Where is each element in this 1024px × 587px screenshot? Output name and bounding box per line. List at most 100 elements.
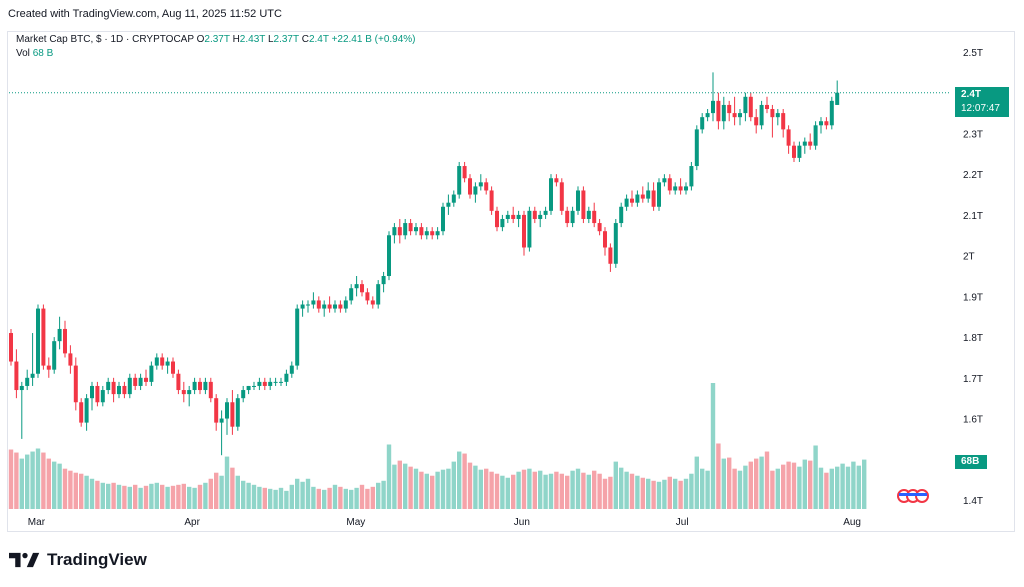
candle	[111, 377, 116, 403]
candle-body	[392, 227, 397, 236]
volume-bar	[392, 464, 397, 509]
candle-body	[381, 276, 386, 285]
candle-body	[802, 141, 807, 146]
candle-body	[176, 373, 181, 391]
candle-body	[25, 377, 30, 386]
candle-body	[127, 377, 132, 395]
volume-bar	[160, 484, 165, 509]
candle-body	[532, 210, 537, 219]
volume-bar	[149, 483, 154, 509]
candle	[797, 141, 802, 162]
candle	[549, 174, 553, 215]
candle-body	[441, 206, 445, 232]
candle-body	[603, 231, 607, 248]
candle-body	[376, 284, 381, 305]
low-label: L	[267, 34, 274, 45]
candle	[559, 178, 564, 215]
candle	[160, 353, 165, 370]
candle	[316, 296, 321, 313]
volume-bar	[133, 484, 138, 509]
chart-legend: Market Cap BTC, $ · 1D · CRYPTOCAP O2.37…	[16, 33, 416, 47]
volume-bar	[154, 482, 159, 509]
symbol-title[interactable]: Market Cap BTC, $ · 1D · CRYPTOCAP	[16, 34, 194, 45]
candle	[9, 328, 13, 366]
price-tick-label: 2.2T	[963, 170, 983, 181]
volume-bar	[73, 472, 78, 509]
candle	[516, 210, 521, 228]
candle	[57, 316, 62, 350]
volume-bar	[700, 468, 705, 509]
tradingview-footer[interactable]: TradingView	[9, 550, 147, 570]
candle-body	[624, 198, 629, 207]
candle	[597, 218, 602, 236]
volume-bar	[694, 456, 699, 509]
candle	[138, 373, 143, 391]
volume-bar	[430, 475, 435, 509]
volume-bar	[845, 466, 851, 509]
volume-bar	[716, 443, 721, 509]
candle	[678, 178, 683, 195]
candle-body	[122, 385, 127, 395]
candle-body	[489, 190, 494, 211]
candle	[554, 174, 559, 187]
volume-bar	[203, 482, 208, 509]
price-tick-label: 2.5T	[963, 48, 983, 59]
candle	[754, 109, 759, 134]
candle	[770, 104, 775, 138]
volume-bar	[527, 468, 532, 509]
volume-bar	[338, 486, 343, 509]
volume-bar	[538, 470, 543, 509]
candle	[46, 357, 51, 378]
candle-body	[154, 357, 159, 366]
volume-bar	[25, 454, 30, 509]
chart-frame	[7, 31, 1015, 532]
candle	[613, 218, 618, 268]
volume-bar	[673, 478, 678, 509]
low-value: 2.37T	[273, 34, 299, 45]
candle-body	[662, 178, 667, 183]
candle-body	[576, 190, 580, 211]
candle-body	[338, 304, 343, 309]
candle-body	[473, 186, 478, 195]
candle-body	[387, 235, 391, 276]
time-tick-label: Mar	[28, 517, 46, 528]
candle	[214, 394, 219, 431]
volume-bar	[165, 486, 170, 509]
volume-bar	[143, 485, 149, 509]
candle	[808, 133, 813, 150]
time-tick-label: Jun	[514, 517, 530, 528]
candle-body	[813, 125, 818, 146]
candle-body	[824, 121, 829, 126]
candle	[171, 357, 175, 378]
candle-body	[273, 381, 278, 383]
candle	[689, 161, 694, 191]
candle-body	[149, 365, 154, 382]
price-tick-label: 1.8T	[963, 333, 983, 344]
candle-body	[257, 381, 262, 386]
candle	[478, 174, 483, 191]
candle-body	[505, 214, 510, 219]
volume-bar	[748, 461, 753, 509]
candle	[705, 109, 710, 122]
candle	[581, 186, 586, 224]
candle-body	[446, 202, 451, 207]
volume-bar	[224, 456, 230, 509]
candle-body	[354, 284, 359, 289]
volume-bar	[554, 471, 559, 509]
time-axis[interactable]: Mar Apr May Jun Jul Aug	[28, 517, 861, 528]
candle-body	[279, 381, 283, 383]
volume-bar	[565, 475, 570, 509]
volume-bar	[181, 483, 186, 509]
volume-bar	[35, 448, 41, 509]
candle-body	[262, 381, 267, 386]
candle-body	[19, 385, 24, 391]
volume-bar	[435, 471, 440, 509]
volume-bar	[100, 482, 105, 509]
candle	[376, 280, 381, 309]
candle-body	[538, 214, 543, 219]
flag-icons[interactable]	[897, 489, 929, 503]
volume-bar	[316, 488, 321, 509]
candle	[473, 182, 478, 203]
candle	[392, 223, 397, 244]
